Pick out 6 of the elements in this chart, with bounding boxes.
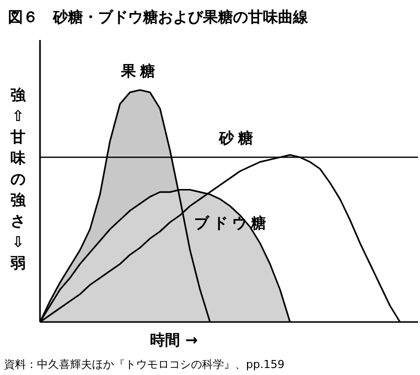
x-axis-title: 時間 → bbox=[150, 331, 198, 349]
text: 強⇧甘味の強さ⇩弱 bbox=[10, 86, 26, 272]
chart-title: 図６ 砂糖・ブドウ糖および果糖の甘味曲線 bbox=[8, 8, 309, 26]
series-label: 砂糖 bbox=[218, 128, 257, 147]
text: 資料：中久喜輝夫ほか『トウモロコシの科学』、pp.159 bbox=[4, 358, 284, 371]
series-label: 果糖 bbox=[120, 62, 159, 80]
